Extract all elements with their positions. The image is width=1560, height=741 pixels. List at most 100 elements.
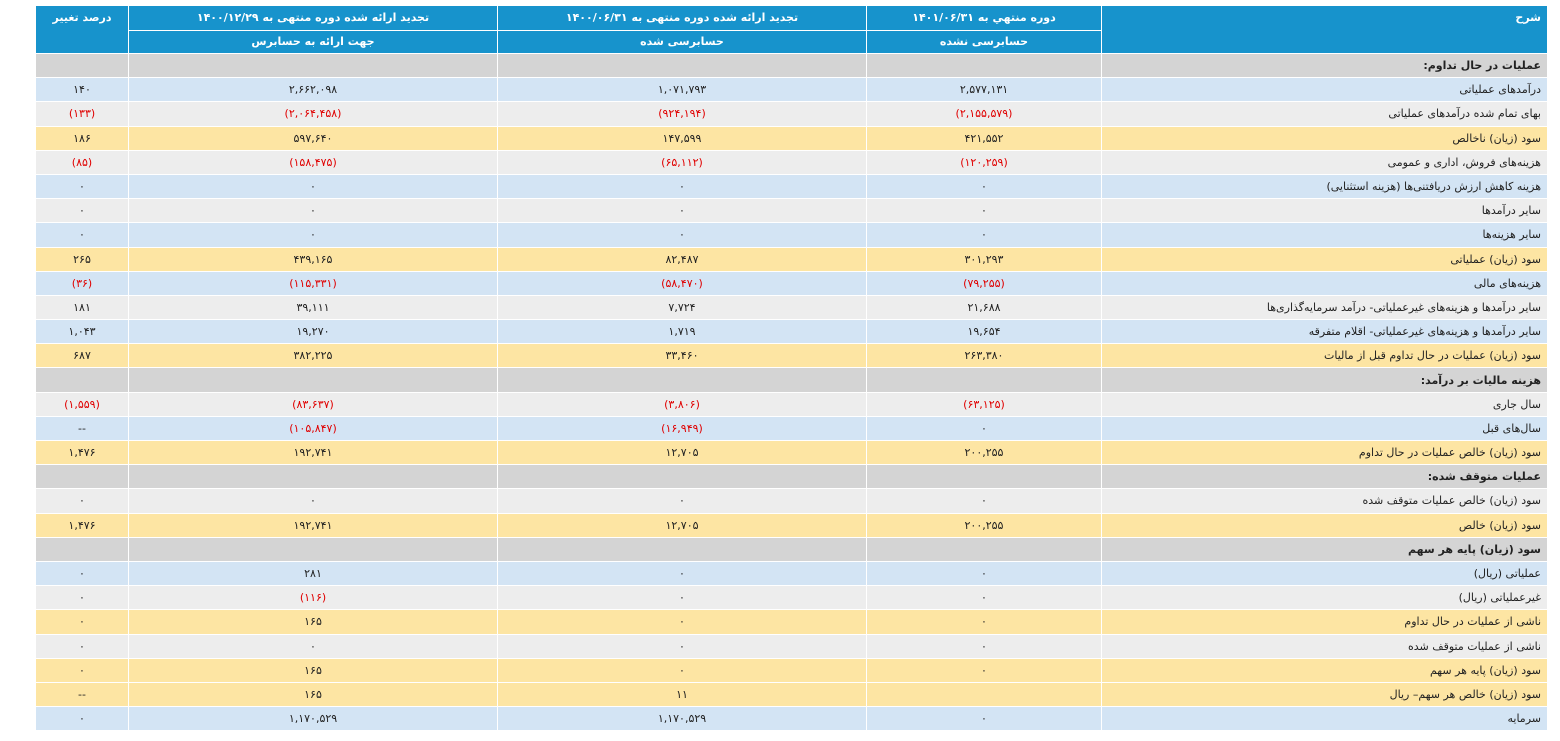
value-cell	[866, 536, 1102, 562]
data-row: سال جاری (۶۳,۱۲۵) (۳,۸۰۶) (۸۳,۶۳۷) (۱,۵۵۹)	[35, 391, 1548, 417]
value-cell: ۰	[35, 609, 129, 635]
data-row: سایر درآمدها و هزینه‌های غیرعملیاتی- اقل…	[35, 319, 1548, 345]
value-cell	[35, 536, 129, 562]
value-cell: ۰	[497, 488, 867, 514]
table-body: عملیات در حال تداوم: درآمدهای عملیاتی ۲,۵۷…	[35, 52, 1548, 732]
value-cell: ۰	[866, 222, 1102, 248]
header-cell: جهت ارائه به حسابرس	[128, 30, 498, 54]
data-row: ناشی از عملیات در حال تداوم ۰ ۰ ۱۶۵ ۰	[35, 609, 1548, 635]
value-cell: ۱۱	[497, 681, 867, 708]
value-cell: ۰	[866, 585, 1102, 611]
financial-table: شرح دوره منتهي به ۱۴۰۱/۰۶/۳۱ تجدید ارائه…	[35, 5, 1548, 732]
row-label: عملیات متوقف شده:	[1101, 464, 1548, 490]
value-cell: (۱۶,۹۴۹)	[497, 415, 867, 442]
value-cell: ۱۶۵	[128, 609, 498, 635]
value-cell: --	[35, 681, 129, 708]
value-cell: (۳,۸۰۶)	[497, 391, 867, 417]
value-cell: ۰	[128, 633, 498, 659]
value-cell: ۱,۷۱۹	[497, 319, 867, 345]
header-cell: حسابرسی نشده	[866, 30, 1102, 54]
value-cell: ۰	[35, 585, 129, 611]
value-cell: (۸۳,۶۳۷)	[128, 391, 498, 417]
value-cell: (۱۲۰,۲۵۹)	[866, 149, 1102, 175]
row-label: سایر درآمدها	[1101, 198, 1548, 224]
value-cell: (۱۵۸,۴۷۵)	[128, 149, 498, 175]
value-cell: ۳۰۱,۲۹۳	[866, 246, 1102, 272]
value-cell	[128, 464, 498, 490]
data-row: سود (زیان) عملیات در حال تداوم قبل از ما…	[35, 343, 1548, 369]
value-cell: ۱,۴۷۶	[35, 439, 129, 466]
value-cell: ۲۶۵	[35, 246, 129, 272]
value-cell: ۱۹۲,۷۴۱	[128, 439, 498, 466]
value-cell: ۰	[866, 633, 1102, 659]
value-cell: ۱۹,۲۷۰	[128, 319, 498, 345]
value-cell: ۰	[866, 198, 1102, 224]
value-cell: ۶۸۷	[35, 343, 129, 369]
row-label: هزینه مالیات بر درآمد:	[1101, 367, 1548, 393]
header-cell: دوره منتهي به ۱۴۰۱/۰۶/۳۱	[866, 5, 1102, 31]
row-label: هزینه‌های مالی	[1101, 270, 1548, 296]
data-row: هزینه کاهش ارزش دریافتنی‌ها (هزینه استثن…	[35, 173, 1548, 200]
section-row: عملیات متوقف شده:	[35, 464, 1548, 490]
data-row: درآمدهای عملیاتی ۲,۵۷۷,۱۳۱ ۱,۰۷۱,۷۹۳ ۲,۶۶۲,…	[35, 77, 1548, 103]
row-label: سود (زیان) خالص	[1101, 512, 1548, 538]
row-label: عملیاتی (ریال)	[1101, 560, 1548, 587]
value-cell: (۶۵,۱۱۲)	[497, 149, 867, 175]
row-label: سود (زیان) خالص هر سهم– ریال	[1101, 681, 1548, 708]
value-cell	[35, 464, 129, 490]
row-label: سود (زیان) ناخالص	[1101, 125, 1548, 151]
value-cell: ۰	[497, 560, 867, 587]
value-cell: ۱۹۲,۷۴۱	[128, 512, 498, 538]
value-cell: ۱,۰۷۱,۷۹۳	[497, 77, 867, 103]
row-label: عملیات در حال تداوم:	[1101, 52, 1548, 79]
row-label: سود (زیان) پایه هر سهم	[1101, 657, 1548, 683]
value-cell	[866, 52, 1102, 79]
value-cell: ۱,۴۷۶	[35, 512, 129, 538]
row-label: سود (زیان) پایه هر سهم	[1101, 536, 1548, 562]
value-cell	[866, 367, 1102, 393]
value-cell: ۲۶۳,۳۸۰	[866, 343, 1102, 369]
value-cell: ۰	[35, 633, 129, 659]
value-cell: ۰	[35, 657, 129, 683]
data-row: عملیاتی (ریال) ۰ ۰ ۲۸۱ ۰	[35, 560, 1548, 587]
value-cell: ۰	[866, 173, 1102, 200]
data-row: هزینه‌های فروش، اداری و عمومی (۱۲۰,۲۵۹) (۶…	[35, 149, 1548, 175]
value-cell: (۶۳,۱۲۵)	[866, 391, 1102, 417]
value-cell: ۰	[866, 560, 1102, 587]
value-cell: ۰	[35, 173, 129, 200]
data-row: سود (زیان) ناخالص ۴۲۱,۵۵۲ ۱۴۷,۵۹۹ ۵۹۷,۶۴۰ ۱۸…	[35, 125, 1548, 151]
value-cell: ۱۶۵	[128, 681, 498, 708]
data-row: سایر درآمدها و هزینه‌های غیرعملیاتی- درآ…	[35, 294, 1548, 321]
row-label: غیرعملیاتی (ریال)	[1101, 585, 1548, 611]
value-cell: (۱۱۵,۳۳۱)	[128, 270, 498, 296]
value-cell	[128, 536, 498, 562]
data-row: بهای تمام شده درآمدهای عملیاتی (۲,۱۵۵,۵۷۹…	[35, 101, 1548, 127]
row-label: سرمایه	[1101, 706, 1548, 732]
data-row: سرمایه ۰ ۱,۱۷۰,۵۲۹ ۱,۱۷۰,۵۲۹ ۰	[35, 706, 1548, 732]
data-row: سایر هزینه‌ها ۰ ۰ ۰ ۰	[35, 222, 1548, 248]
value-cell: ۱,۱۷۰,۵۲۹	[128, 706, 498, 732]
value-cell: ۲,۶۶۲,۰۹۸	[128, 77, 498, 103]
value-cell: ۰	[497, 585, 867, 611]
section-row: سود (زیان) پایه هر سهم	[35, 536, 1548, 562]
value-cell	[35, 52, 129, 79]
value-cell: ۰	[866, 415, 1102, 442]
data-row: سایر درآمدها ۰ ۰ ۰ ۰	[35, 198, 1548, 224]
value-cell: ۰	[866, 488, 1102, 514]
row-label: سایر درآمدها و هزینه‌های غیرعملیاتی- اقل…	[1101, 319, 1548, 345]
value-cell: (۲,۱۵۵,۵۷۹)	[866, 101, 1102, 127]
row-label: سود (زیان) عملیاتی	[1101, 246, 1548, 272]
value-cell: ۳۸۲,۲۲۵	[128, 343, 498, 369]
value-cell: ۱۹,۶۵۴	[866, 319, 1102, 345]
value-cell: ۳۳,۴۶۰	[497, 343, 867, 369]
value-cell: ۰	[35, 706, 129, 732]
value-cell	[35, 367, 129, 393]
row-label: ناشی از عملیات در حال تداوم	[1101, 609, 1548, 635]
row-label: سایر هزینه‌ها	[1101, 222, 1548, 248]
value-cell: --	[35, 415, 129, 442]
value-cell: ۰	[35, 488, 129, 514]
value-cell: ۲۰۰,۲۵۵	[866, 439, 1102, 466]
value-cell: ۰	[497, 198, 867, 224]
value-cell: ۲۱,۶۸۸	[866, 294, 1102, 321]
